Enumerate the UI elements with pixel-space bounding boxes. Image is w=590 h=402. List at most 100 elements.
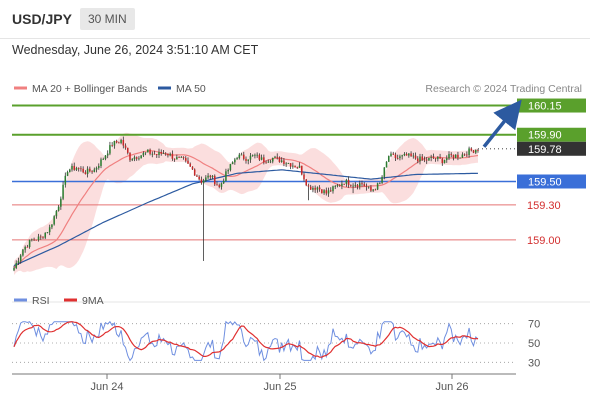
candle: [271, 157, 274, 164]
level-159-78-label: 159.78: [528, 144, 562, 156]
projection-arrow: [482, 99, 522, 148]
candle-body: [22, 249, 24, 256]
candle-body: [352, 185, 354, 187]
candle: [39, 234, 42, 240]
rsi-tick-30: 30: [528, 357, 540, 369]
candle-body: [176, 157, 178, 160]
candle-body: [470, 148, 473, 151]
candle: [28, 239, 31, 249]
candle: [477, 149, 479, 153]
candle-body: [356, 184, 359, 187]
candle: [285, 162, 287, 167]
candle-body: [437, 157, 439, 160]
candle: [251, 154, 254, 157]
candle-body: [220, 183, 223, 187]
candle: [213, 174, 216, 186]
candle-body: [358, 183, 361, 187]
candle: [381, 175, 383, 185]
candle-body: [370, 186, 372, 191]
candle: [356, 183, 359, 190]
x-tick-label: Jun 26: [435, 381, 468, 393]
candle-body: [231, 162, 234, 165]
candle: [80, 166, 82, 172]
candle-body: [367, 186, 370, 188]
candle-body: [285, 163, 287, 165]
candle-body: [86, 168, 89, 175]
candle-body: [316, 187, 319, 190]
candle-body: [196, 175, 198, 177]
candle-body: [35, 239, 38, 241]
candle: [169, 152, 171, 157]
candle-body: [46, 232, 49, 233]
candle: [109, 141, 111, 156]
candle-body: [95, 167, 98, 170]
candle: [289, 163, 292, 170]
candle-body: [236, 157, 238, 160]
candle-body: [57, 206, 60, 211]
candle: [358, 180, 361, 190]
candle-body: [392, 153, 395, 155]
candle-body: [238, 154, 241, 158]
candle: [220, 182, 223, 190]
candle: [95, 166, 98, 173]
candle-body: [416, 158, 419, 162]
candle: [445, 155, 448, 163]
candle: [396, 154, 399, 160]
candle: [258, 153, 261, 162]
candle-body: [89, 168, 91, 172]
candle-body: [445, 158, 448, 161]
candle-body: [19, 255, 22, 261]
rsi-line: [13, 320, 479, 362]
candle-body: [401, 155, 403, 157]
candle-body: [448, 154, 450, 159]
candle-body: [412, 155, 415, 157]
candle-body: [171, 153, 174, 159]
candle: [189, 162, 192, 167]
candle-body: [129, 152, 131, 161]
candle: [124, 143, 127, 150]
candle: [73, 162, 76, 171]
candle-body: [343, 183, 345, 185]
candle-body: [211, 175, 214, 178]
candle-body: [91, 171, 93, 173]
candle: [182, 156, 185, 160]
candle: [361, 180, 363, 187]
candle-body: [379, 182, 381, 184]
candle: [171, 150, 174, 161]
candle-body: [474, 150, 477, 153]
candle: [390, 151, 392, 158]
candle: [184, 156, 187, 163]
timeframe-button[interactable]: 30 MIN: [80, 8, 135, 30]
candle: [140, 155, 142, 159]
level-159-90-tag: [517, 127, 586, 142]
candle: [26, 244, 29, 248]
candle: [399, 154, 401, 161]
candle-body: [155, 154, 158, 155]
candle: [229, 163, 232, 172]
candle-body: [289, 163, 292, 167]
candle: [225, 168, 227, 182]
candle: [412, 152, 415, 159]
level-159-78-tag: [517, 141, 586, 156]
candle-body: [13, 268, 15, 271]
candle: [102, 157, 105, 160]
source-credit: Research © 2024 Trading Central: [425, 83, 582, 95]
candle: [178, 156, 180, 158]
candle: [419, 153, 421, 165]
candle-body: [365, 186, 368, 188]
candle: [457, 151, 459, 161]
candle-body: [394, 154, 397, 159]
x-tick-label: Jun 24: [90, 381, 123, 393]
candle-body: [251, 155, 254, 157]
candle-body: [414, 155, 417, 159]
candle-body: [434, 158, 437, 160]
candle: [66, 170, 69, 177]
candle-body: [341, 183, 343, 186]
candle-body: [151, 153, 154, 155]
candle: [263, 154, 265, 165]
candle: [347, 176, 350, 188]
candle-body: [287, 163, 290, 164]
candle: [164, 152, 167, 156]
candle: [17, 257, 20, 266]
